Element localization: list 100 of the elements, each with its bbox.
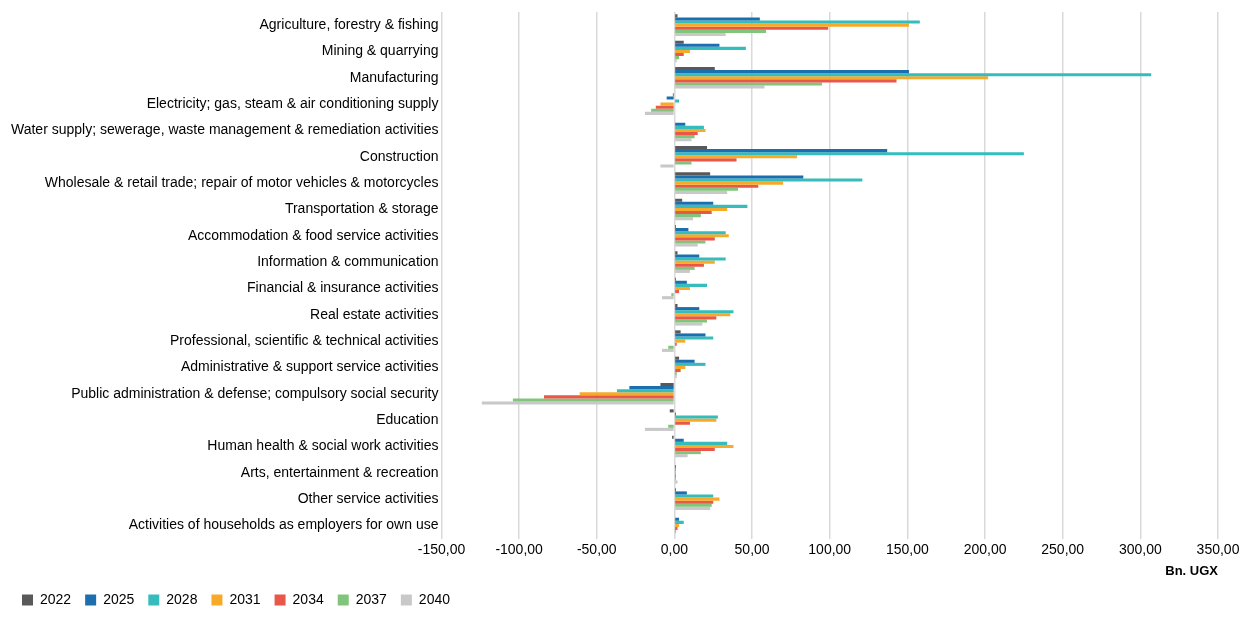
y-tick-label: Real estate activities: [310, 305, 439, 322]
bar: [675, 172, 711, 176]
bar: [675, 497, 720, 501]
bar: [675, 523, 680, 527]
bar: [675, 79, 897, 83]
bar: [675, 330, 681, 334]
y-tick-label: Administrative & support service activities: [180, 358, 439, 375]
y-tick-label: Public administration & defense; compulsory social security: [71, 384, 439, 401]
bar: [675, 333, 706, 337]
bar: [675, 32, 726, 36]
bar: [675, 184, 759, 188]
bar: [644, 111, 674, 115]
bar: [675, 260, 715, 264]
bar: [675, 339, 686, 343]
y-tick-label: Professional, scientific & technical activities: [170, 331, 439, 348]
legend-label: 2040: [418, 590, 451, 607]
bar: [675, 67, 715, 71]
legend-label: 2037: [355, 590, 388, 607]
y-tick-label: Other service activities: [297, 489, 439, 506]
bar: [675, 454, 688, 458]
bar: [675, 359, 695, 363]
bar: [675, 228, 689, 232]
bar: [675, 181, 784, 185]
y-tick-label: Arts, entertainment & recreation: [240, 463, 439, 480]
x-tick-label: -100,00: [495, 540, 544, 557]
bar: [675, 201, 714, 205]
bar: [675, 198, 683, 202]
bar: [662, 296, 674, 300]
bar: [675, 240, 706, 244]
bar: [675, 217, 694, 221]
bar: [675, 280, 687, 284]
bar: [675, 447, 715, 452]
bar: [675, 254, 700, 258]
bar: [675, 316, 717, 320]
bar: [543, 395, 674, 399]
bar: [675, 362, 706, 366]
bar: [481, 401, 674, 405]
bar: [675, 266, 695, 270]
bar: [675, 520, 684, 524]
x-tick-label: 100,00: [808, 540, 852, 557]
bar: [675, 517, 680, 521]
y-tick-label: Financial & insurance activities: [247, 279, 439, 296]
bar: [671, 293, 674, 297]
bar: [666, 96, 674, 100]
bar: [675, 290, 680, 294]
x-tick-label: -150,00: [417, 540, 466, 557]
bar: [675, 26, 829, 30]
bar: [675, 269, 690, 273]
bar: [675, 494, 714, 498]
x-tick-label: -50,00: [576, 540, 617, 557]
x-tick-label: 250,00: [1041, 540, 1085, 557]
bar: [668, 424, 674, 428]
bar: [675, 14, 678, 18]
bar: [675, 451, 701, 455]
bar: [675, 214, 701, 218]
bar: [675, 263, 704, 267]
bar: [668, 345, 674, 349]
bar: [675, 438, 684, 442]
bar: [675, 70, 909, 74]
y-tick-label: Accommodation & food service activities: [187, 226, 439, 243]
bar: [675, 356, 680, 360]
bar: [675, 444, 734, 448]
bar: [675, 365, 686, 369]
x-axis-title: Bn. UGX: [1165, 562, 1219, 578]
x-tick-label: 150,00: [885, 540, 929, 557]
bar: [675, 149, 888, 153]
bar: [675, 307, 700, 311]
bar: [675, 29, 767, 33]
bar: [660, 164, 674, 168]
bar: [675, 20, 920, 24]
bar: [662, 348, 674, 352]
x-tick-label: 200,00: [963, 540, 1007, 557]
bar: [669, 409, 674, 413]
bar: [660, 382, 674, 387]
bar: [675, 204, 748, 208]
bar: [616, 389, 674, 393]
bar: [675, 319, 708, 323]
bar: [675, 85, 765, 89]
bar: [579, 392, 674, 396]
legend-label: 2031: [229, 590, 261, 607]
bar: [675, 211, 712, 215]
y-tick-label: Activities of households as employers for own use: [128, 516, 439, 533]
bar: [675, 99, 680, 103]
y-tick-label: Wholesale & retail trade; repair of motor vehicles & motorcycles: [44, 174, 439, 190]
bar: [675, 251, 678, 255]
bar: [675, 82, 822, 86]
bar: [675, 49, 690, 54]
bar: [675, 283, 708, 287]
bar: [675, 158, 737, 162]
x-tick-label: 300,00: [1118, 540, 1162, 557]
legend-label: 2028: [166, 590, 198, 607]
bar: [675, 441, 728, 445]
bar: [675, 207, 728, 212]
bar: [675, 322, 703, 326]
bar: [675, 40, 684, 44]
bar: [675, 43, 720, 47]
y-tick-label: Human health & social work activities: [207, 437, 439, 454]
bar: [675, 53, 684, 57]
legend-label: 2025: [103, 590, 135, 607]
y-tick-label: Manufacturing: [349, 68, 439, 85]
